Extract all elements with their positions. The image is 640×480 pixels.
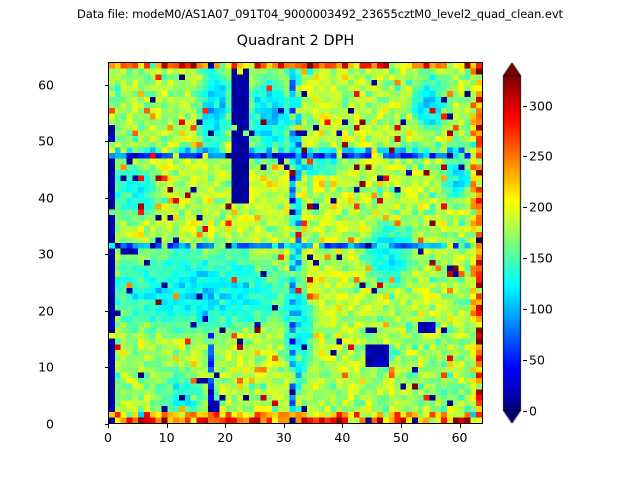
x-tick-mark bbox=[400, 424, 402, 428]
colorbar-tick-label: 250 bbox=[529, 148, 553, 164]
colorbar-tick-mark bbox=[523, 258, 527, 260]
x-tick-mark bbox=[283, 424, 285, 428]
y-tick-mark bbox=[104, 197, 108, 199]
heatmap-axes bbox=[108, 62, 483, 424]
figure-suptitle: Data file: modeM0/AS1A07_091T04_90000034… bbox=[77, 7, 563, 21]
y-tick-label: 50 bbox=[38, 133, 54, 149]
colorbar bbox=[501, 62, 523, 424]
colorbar-tick-mark bbox=[523, 105, 527, 107]
y-tick-mark bbox=[104, 141, 108, 143]
x-tick-label: 40 bbox=[334, 430, 351, 445]
x-tick-mark bbox=[166, 424, 168, 428]
colorbar-tick-label: 200 bbox=[529, 199, 553, 215]
dph-heatmap-image bbox=[109, 63, 482, 423]
colorbar-tick-label: 300 bbox=[529, 98, 553, 114]
y-tick-mark bbox=[104, 84, 108, 86]
x-tick-mark bbox=[108, 424, 109, 428]
colorbar-tick-mark bbox=[523, 156, 527, 158]
y-tick-mark bbox=[104, 367, 108, 369]
x-tick-label: 50 bbox=[393, 430, 409, 445]
y-tick-mark bbox=[104, 424, 108, 425]
colorbar-tick-mark bbox=[523, 360, 527, 362]
colorbar-tick-mark bbox=[523, 411, 527, 412]
y-tick-label: 40 bbox=[38, 190, 54, 206]
y-tick-mark bbox=[104, 310, 108, 312]
colorbar-tick-mark bbox=[523, 309, 527, 311]
colorbar-tick-mark bbox=[523, 207, 527, 209]
x-tick-label: 10 bbox=[158, 430, 175, 445]
y-tick-label: 60 bbox=[38, 77, 54, 93]
x-tick-label: 0 bbox=[104, 430, 112, 445]
x-tick-mark bbox=[342, 424, 344, 428]
x-tick-label: 20 bbox=[217, 430, 234, 445]
x-tick-mark bbox=[225, 424, 227, 428]
y-tick-label: 20 bbox=[38, 303, 54, 319]
axes-title: Quadrant 2 DPH bbox=[236, 33, 355, 49]
x-tick-mark bbox=[459, 424, 461, 428]
colorbar-tick-label: 50 bbox=[529, 352, 545, 368]
colorbar-gradient bbox=[501, 62, 523, 424]
y-tick-label: 10 bbox=[38, 359, 54, 375]
y-tick-label: 30 bbox=[38, 246, 54, 262]
x-tick-label: 30 bbox=[275, 430, 292, 445]
colorbar-tick-label: 0 bbox=[529, 403, 537, 419]
y-tick-mark bbox=[104, 254, 108, 256]
x-tick-label: 60 bbox=[451, 430, 468, 445]
y-tick-label: 0 bbox=[46, 416, 54, 432]
colorbar-tick-label: 100 bbox=[529, 301, 553, 317]
colorbar-tick-label: 150 bbox=[529, 250, 553, 266]
